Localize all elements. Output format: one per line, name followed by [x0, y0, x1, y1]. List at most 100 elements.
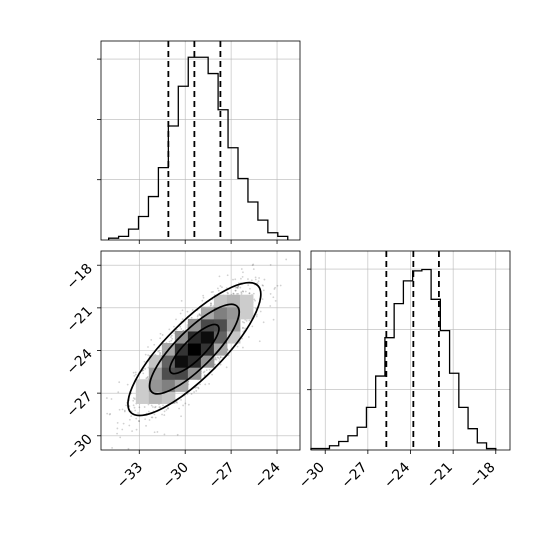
- x-tick-label: −24: [381, 459, 413, 491]
- scatter-point: [234, 289, 237, 292]
- scatter-point: [217, 357, 220, 359]
- scatter-point: [236, 345, 239, 348]
- scatter-point: [179, 312, 182, 315]
- scatter-point: [186, 326, 189, 328]
- scatter-point: [143, 360, 146, 363]
- scatter-point: [131, 430, 133, 433]
- scatter-point: [219, 285, 222, 287]
- scatter-point: [147, 410, 150, 413]
- scatter-point: [253, 298, 256, 301]
- y-tick-label: −21: [64, 303, 96, 335]
- scatter-point: [170, 339, 173, 342]
- scatter-point: [119, 436, 122, 439]
- scatter-point: [116, 427, 119, 430]
- scatter-point: [234, 278, 237, 281]
- histogram-step-line: [310, 268, 497, 450]
- contour-line-outer: [127, 281, 262, 417]
- scatter-point: [204, 383, 207, 386]
- scatter-point: [251, 264, 254, 267]
- y-tick-label: −27: [64, 389, 96, 421]
- scatter-point: [144, 418, 147, 421]
- scatter-point: [272, 296, 275, 299]
- density-cell: [135, 391, 150, 404]
- scatter-point: [158, 353, 161, 356]
- scatter-point: [150, 404, 153, 407]
- scatter-point: [269, 263, 272, 266]
- scatter-point: [232, 278, 234, 281]
- scatter-point: [152, 406, 154, 408]
- scatter-point: [203, 370, 206, 373]
- scatter-point: [130, 415, 133, 418]
- scatter-point: [208, 382, 210, 385]
- scatter-point: [248, 292, 251, 295]
- scatter-point: [163, 433, 166, 436]
- scatter-point: [134, 373, 137, 376]
- density-cell: [187, 343, 202, 356]
- scatter-point: [163, 414, 166, 416]
- scatter-point: [117, 391, 120, 394]
- histogram-step-line: [108, 56, 289, 240]
- x-tick-label: −30: [296, 460, 328, 492]
- quantile-lines: [385, 251, 440, 450]
- scatter-point: [143, 406, 146, 408]
- scatter-point: [203, 374, 206, 376]
- scatter-point: [153, 413, 156, 416]
- scatter-point: [242, 327, 244, 330]
- contour-line-middle: [148, 303, 240, 395]
- scatter-point: [175, 318, 177, 321]
- scatter-point: [218, 358, 221, 360]
- scatter-point: [240, 292, 243, 295]
- tick-marks: [97, 58, 278, 244]
- scatter-point: [214, 356, 217, 359]
- scatter-point: [236, 292, 238, 295]
- scatter-point: [234, 289, 237, 292]
- y-axis-ticks: −18 −21 −24 −27 −30: [64, 261, 101, 464]
- scatter-point: [274, 286, 276, 289]
- scatter-point: [126, 383, 129, 386]
- scatter-point: [217, 289, 220, 292]
- scatter-point: [240, 277, 242, 280]
- scatter-point: [232, 292, 235, 295]
- scatter-point: [244, 327, 246, 330]
- scatter-point: [237, 285, 240, 288]
- scatter-point: [187, 403, 190, 406]
- scatter-point: [252, 263, 255, 266]
- scatter-point: [176, 401, 179, 404]
- scatter-point: [159, 352, 162, 355]
- scatter-point: [121, 428, 124, 431]
- scatter-point: [135, 428, 138, 431]
- scatter-point: [247, 336, 250, 338]
- density-cell: [148, 379, 163, 392]
- scatter-point: [263, 278, 266, 281]
- scatter-point: [259, 310, 262, 313]
- density-cell: [174, 330, 189, 344]
- scatter-point: [132, 397, 135, 399]
- scatter-point: [128, 418, 131, 421]
- density-cell: [161, 367, 176, 380]
- scatter-point: [153, 431, 156, 434]
- scatter-point: [197, 387, 200, 390]
- x-axis-ticks: −33 −30 −27 −24: [114, 450, 284, 492]
- scatter-point: [180, 328, 183, 330]
- scatter-point: [198, 313, 201, 316]
- scatter-point: [122, 422, 125, 425]
- scatter-point: [251, 325, 254, 328]
- density-cell: [213, 294, 228, 308]
- scatter-point: [111, 447, 113, 449]
- scatter-point: [159, 332, 162, 335]
- scatter-point: [244, 290, 247, 293]
- scatter-point: [210, 291, 213, 294]
- scatter-point: [190, 393, 193, 395]
- scatter-point: [182, 404, 185, 407]
- panel-background: [101, 41, 300, 240]
- scatter-point: [158, 349, 161, 352]
- scatter-point: [133, 375, 136, 377]
- scatter-point: [173, 325, 175, 328]
- density-cell: [213, 306, 228, 320]
- scatter-point: [262, 284, 264, 287]
- scatter-point: [148, 419, 151, 421]
- scatter-point: [92, 411, 94, 413]
- scatter-point: [199, 383, 201, 386]
- scatter-point: [132, 399, 135, 402]
- x-tick-label: −27: [338, 460, 370, 492]
